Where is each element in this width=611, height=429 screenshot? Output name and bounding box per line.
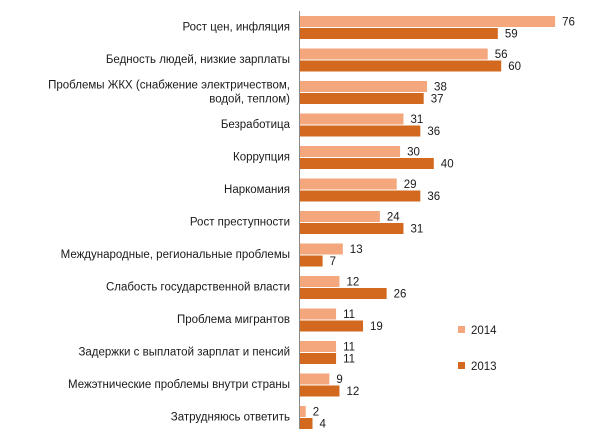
bar-2013 — [299, 93, 424, 104]
category-label: Рост цен, инфляция — [182, 21, 290, 33]
value-label-2014: 9 — [336, 374, 342, 386]
value-label-2013: 37 — [431, 94, 444, 106]
category-label-line: Рост цен, инфляция — [182, 21, 290, 33]
bar-2014 — [299, 146, 401, 157]
bar-2014 — [299, 341, 337, 352]
value-label-2013: 36 — [427, 126, 440, 138]
category-label-line: Наркомания — [224, 184, 290, 196]
bar-2013 — [299, 28, 498, 39]
category-label: Бедность людей, низкие зарплаты — [106, 54, 290, 66]
category-label-line: Рост преступности — [190, 216, 290, 228]
value-label-2013: 26 — [394, 289, 407, 301]
category-label: Слабость государственной власти — [106, 281, 290, 293]
category-label-line: Проблема мигрантов — [177, 314, 290, 326]
bar-2014 — [299, 243, 343, 255]
category-label: Задержки с выплатой зарплат и пенсий — [78, 346, 290, 358]
value-label-2013: 60 — [508, 61, 521, 73]
bar-2014 — [299, 178, 397, 190]
value-label-2013: 31 — [410, 224, 423, 236]
bar-2014 — [299, 48, 488, 60]
value-label-2013: 7 — [330, 256, 336, 268]
category-label-line: Затрудняюсь ответить — [171, 411, 290, 423]
legend-swatch-2013 — [458, 362, 465, 369]
labels-layer: Рост цен, инфляция 76 59 Бедность людей, ни… — [48, 17, 575, 429]
value-label-2014: 30 — [407, 147, 420, 159]
bar-2013 — [299, 288, 387, 299]
legend-label-2014: 2014 — [471, 325, 497, 337]
value-label-2014: 12 — [346, 277, 359, 289]
category-label-line: Международные, региональные проблемы — [61, 249, 290, 261]
value-label-2014: 2 — [313, 407, 319, 419]
bar-2013 — [299, 320, 364, 332]
value-label-2014: 29 — [404, 179, 417, 191]
category-label: Международные, региональные проблемы — [61, 249, 290, 261]
value-label-2013: 4 — [319, 419, 326, 429]
bar-2013 — [299, 125, 421, 137]
value-label-2014: 38 — [434, 82, 447, 94]
category-label-line: водой, теплом) — [209, 93, 290, 105]
bar-2014 — [299, 113, 404, 125]
legend: 2014 2013 — [458, 325, 497, 373]
category-label-line: Бедность людей, низкие зарплаты — [106, 54, 290, 66]
bar-2013 — [299, 385, 340, 397]
category-label-line: Задержки с выплатой зарплат и пенсий — [78, 346, 290, 358]
bar-2013 — [299, 60, 502, 72]
value-label-2014: 13 — [350, 244, 363, 256]
bar-2013 — [299, 190, 421, 202]
value-label-2013: 40 — [441, 159, 454, 171]
category-label-line: Межэтнические проблемы внутри страны — [68, 379, 290, 391]
category-label: Проблемы ЖКХ (снабжение электричеством, в… — [48, 79, 290, 105]
category-label: Безработица — [221, 119, 291, 131]
bar-2013 — [299, 353, 337, 364]
legend-label-2013: 2013 — [471, 361, 497, 373]
value-label-2014: 11 — [343, 342, 355, 354]
bar-2014 — [299, 16, 556, 27]
bar-2013 — [299, 418, 313, 429]
category-label: Рост преступности — [190, 216, 290, 228]
value-label-2013: 59 — [505, 29, 518, 41]
legend-swatch-2014 — [458, 326, 465, 333]
bar-2014 — [299, 211, 380, 222]
bar-2014 — [299, 81, 428, 92]
bar-2014 — [299, 276, 340, 287]
bars-layer — [299, 16, 556, 429]
value-label-2014: 11 — [343, 309, 355, 321]
category-label-line: Слабость государственной власти — [106, 281, 290, 293]
value-label-2013: 36 — [427, 191, 440, 203]
bar-2013 — [299, 158, 434, 169]
category-label-line: Проблемы ЖКХ (снабжение электричеством, — [48, 79, 290, 91]
bar-2014 — [299, 308, 337, 320]
value-label-2013: 12 — [346, 386, 359, 398]
value-label-2014: 31 — [410, 114, 423, 126]
category-label: Проблема мигрантов — [177, 314, 290, 326]
category-label: Наркомания — [224, 184, 290, 196]
value-label-2014: 76 — [562, 17, 575, 29]
value-label-2013: 11 — [343, 354, 355, 366]
category-label-line: Коррупция — [233, 151, 290, 163]
category-label: Коррупция — [233, 151, 290, 163]
value-label-2014: 56 — [495, 49, 508, 61]
bar-2014 — [299, 373, 330, 385]
category-label-line: Безработица — [221, 119, 291, 131]
category-label: Межэтнические проблемы внутри страны — [68, 379, 290, 391]
category-label: Затрудняюсь ответить — [171, 411, 290, 423]
value-label-2014: 24 — [387, 212, 400, 224]
bar-2014 — [299, 406, 306, 417]
bar-2013 — [299, 223, 404, 234]
bar-2013 — [299, 255, 323, 267]
value-label-2013: 19 — [370, 321, 383, 333]
